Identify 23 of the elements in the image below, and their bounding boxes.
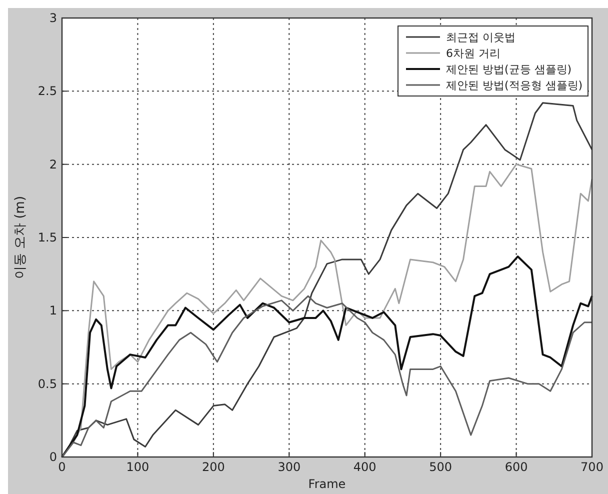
x-tick-label: 500 (429, 460, 452, 474)
legend-label: 최근접 이웃법 (446, 31, 516, 44)
legend-label: 6차원 거리 (446, 47, 500, 60)
y-tick-label: 2.5 (38, 84, 57, 98)
x-axis-title: Frame (308, 477, 346, 491)
y-tick-label: 3 (49, 11, 57, 25)
x-tick-label: 200 (202, 460, 225, 474)
y-axis-title: 이동 오차 (m) (13, 196, 28, 280)
x-tick-label: 400 (353, 460, 376, 474)
line-series (61, 295, 593, 458)
y-tick-label: 2 (49, 157, 57, 172)
y-tick-label: 1 (49, 304, 57, 318)
legend-label: 제안된 방법(적응형 샘플링) (446, 79, 583, 92)
x-tick-label: 300 (278, 460, 301, 474)
legend-label: 제안된 방법(균등 샘플링) (446, 63, 572, 76)
x-tick-label: 0 (58, 460, 66, 474)
y-tick-label: 1.5 (38, 230, 57, 244)
y-tick-label: 0.5 (38, 376, 57, 391)
y-tick-label: 0 (49, 450, 57, 464)
line-series (61, 256, 593, 458)
x-tick-label: 600 (504, 460, 528, 474)
x-tick-label: 700 (580, 460, 604, 474)
x-tick-label: 100 (126, 460, 150, 474)
